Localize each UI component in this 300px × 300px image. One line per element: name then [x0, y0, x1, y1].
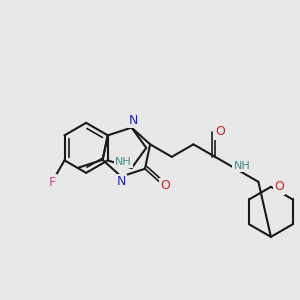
Text: NH: NH: [233, 161, 250, 171]
Text: O: O: [215, 125, 225, 138]
Text: F: F: [48, 176, 56, 188]
Text: O: O: [160, 179, 170, 192]
Text: O: O: [274, 180, 284, 194]
Text: NH: NH: [115, 157, 132, 167]
Text: N: N: [129, 114, 138, 127]
Text: N: N: [116, 175, 126, 188]
